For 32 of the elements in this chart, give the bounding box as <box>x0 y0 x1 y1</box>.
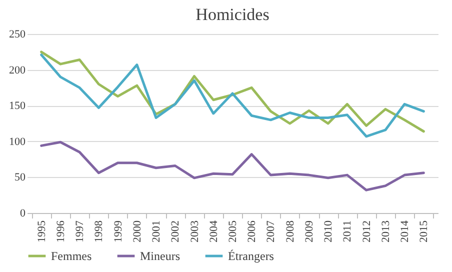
x-tick-label: 2005 <box>227 220 239 242</box>
x-tick-label: 1998 <box>93 220 106 242</box>
x-tick-label: 2000 <box>131 220 144 242</box>
x-tick-label: 1996 <box>54 220 67 242</box>
y-tick-label: 0 <box>20 208 26 220</box>
y-tick-label: 50 <box>14 172 26 184</box>
chart-title: Homicides <box>196 5 270 24</box>
x-tick-label: 2001 <box>150 220 163 242</box>
line-series <box>40 140 425 192</box>
y-tick-label: 250 <box>9 28 26 40</box>
y-tick-label: 100 <box>9 136 26 148</box>
y-tick-label: 200 <box>9 64 26 76</box>
x-tick-label: 2003 <box>188 220 201 242</box>
x-tick-label: 1999 <box>112 220 124 242</box>
x-tick-label: 2009 <box>303 220 316 242</box>
legend-label: Femmes <box>51 249 92 263</box>
x-tick-label: 2011 <box>342 220 354 242</box>
x-tick-label: 2008 <box>284 220 296 242</box>
x-tick-label: 2014 <box>399 220 412 242</box>
x-tick-label: 2015 <box>418 220 430 242</box>
x-tick-label: 1995 <box>36 220 48 242</box>
x-tick-label: 2004 <box>208 220 220 242</box>
y-tick-label: 150 <box>9 100 26 112</box>
x-tick-label: 1997 <box>74 220 86 242</box>
x-tick-label: 2006 <box>246 220 258 242</box>
x-tick-label: 2013 <box>380 220 392 242</box>
x-tick-label: 2007 <box>265 220 278 242</box>
x-tick-label: 2002 <box>170 220 182 242</box>
legend-label: Mineurs <box>140 249 180 263</box>
x-tick-label: 2012 <box>360 220 373 242</box>
x-tick-label: 2010 <box>322 220 335 242</box>
legend-label: Étrangers <box>228 249 274 263</box>
